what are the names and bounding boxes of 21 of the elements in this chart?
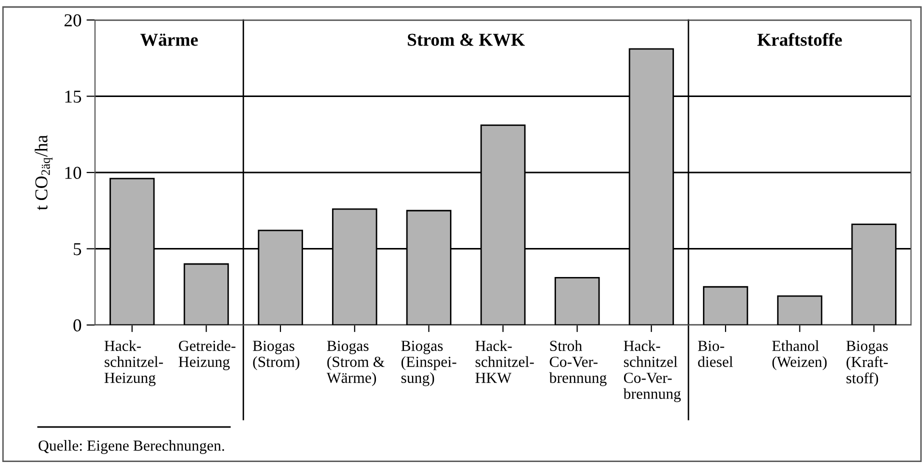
y-tick-label: 10	[65, 166, 82, 179]
x-tick-label: Stroh Co-Ver- brennung	[549, 340, 607, 386]
source-note: Quelle: Eigene Berechnungen.	[38, 440, 224, 454]
annotation: Kraftstoffe	[757, 32, 842, 46]
x-tick-label: Hack- schnitzel- HKW	[475, 340, 534, 384]
y-tick-label: 20	[64, 14, 82, 26]
x-tick-label: Biogas (Strom)	[252, 340, 300, 370]
annotation: Wärme	[140, 34, 198, 46]
x-tick-label: Hack- schnitzel Co-Ver- brennung	[623, 340, 681, 402]
y-tick-label: 5	[74, 243, 82, 256]
y-tick-label: 15	[65, 90, 82, 103]
x-tick-label: Ethanol (Weizen)	[772, 340, 827, 370]
x-tick-label: Hack- schnitzel- Heizung	[104, 340, 163, 386]
x-tick-label: Biogas (Strom & Wärme)	[326, 340, 385, 386]
x-tick-label: Bio- diesel	[698, 340, 733, 368]
y-axis-title: t CO$_{2äq}$/ha	[34, 135, 52, 210]
x-tick-label: Biogas (Kraft- stoff)	[846, 340, 888, 386]
x-tick-label: Biogas (Einspei- sung)	[401, 340, 456, 386]
annotation: Strom & KWK	[408, 34, 525, 46]
y-tick-label: 0	[73, 319, 82, 332]
x-tick-label: Getreide- Heizung	[178, 340, 236, 370]
